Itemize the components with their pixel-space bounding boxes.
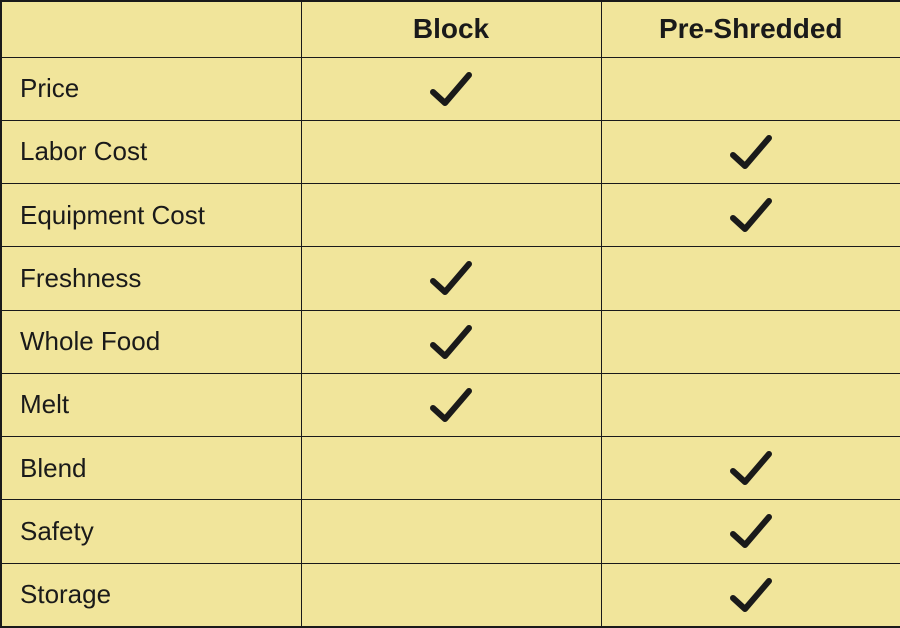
table-header-empty — [1, 1, 301, 57]
check-icon — [427, 384, 475, 426]
cell-block — [301, 120, 601, 183]
cell-block — [301, 373, 601, 436]
cell-preshredded — [601, 373, 900, 436]
cell-preshredded — [601, 310, 900, 373]
table-body: PriceLabor CostEquipment CostFreshnessWh… — [1, 57, 900, 627]
row-label: Whole Food — [1, 310, 301, 373]
row-label: Storage — [1, 563, 301, 627]
comparison-table: Block Pre-Shredded PriceLabor CostEquipm… — [0, 0, 900, 628]
row-label: Safety — [1, 500, 301, 563]
cell-block — [301, 563, 601, 627]
table-row: Equipment Cost — [1, 184, 900, 247]
table-header-row: Block Pre-Shredded — [1, 1, 900, 57]
check-icon — [727, 510, 775, 552]
row-label: Freshness — [1, 247, 301, 310]
cell-block — [301, 310, 601, 373]
table-row: Labor Cost — [1, 120, 900, 183]
cell-preshredded — [601, 563, 900, 627]
check-icon — [427, 68, 475, 110]
row-label: Melt — [1, 373, 301, 436]
row-label: Price — [1, 57, 301, 120]
row-label: Equipment Cost — [1, 184, 301, 247]
cell-block — [301, 57, 601, 120]
check-icon — [727, 574, 775, 616]
cell-preshredded — [601, 184, 900, 247]
table-row: Safety — [1, 500, 900, 563]
check-icon — [427, 257, 475, 299]
table-row: Blend — [1, 437, 900, 500]
cell-block — [301, 184, 601, 247]
check-icon — [727, 194, 775, 236]
cell-preshredded — [601, 437, 900, 500]
check-icon — [727, 131, 775, 173]
table-row: Storage — [1, 563, 900, 627]
cell-preshredded — [601, 57, 900, 120]
check-icon — [427, 321, 475, 363]
table-row: Freshness — [1, 247, 900, 310]
table-row: Whole Food — [1, 310, 900, 373]
cell-preshredded — [601, 120, 900, 183]
table-row: Melt — [1, 373, 900, 436]
cell-block — [301, 500, 601, 563]
cell-block — [301, 247, 601, 310]
table-header-block: Block — [301, 1, 601, 57]
cell-preshredded — [601, 247, 900, 310]
table-header-preshredded: Pre-Shredded — [601, 1, 900, 57]
check-icon — [727, 447, 775, 489]
cell-block — [301, 437, 601, 500]
table-row: Price — [1, 57, 900, 120]
cell-preshredded — [601, 500, 900, 563]
row-label: Blend — [1, 437, 301, 500]
row-label: Labor Cost — [1, 120, 301, 183]
